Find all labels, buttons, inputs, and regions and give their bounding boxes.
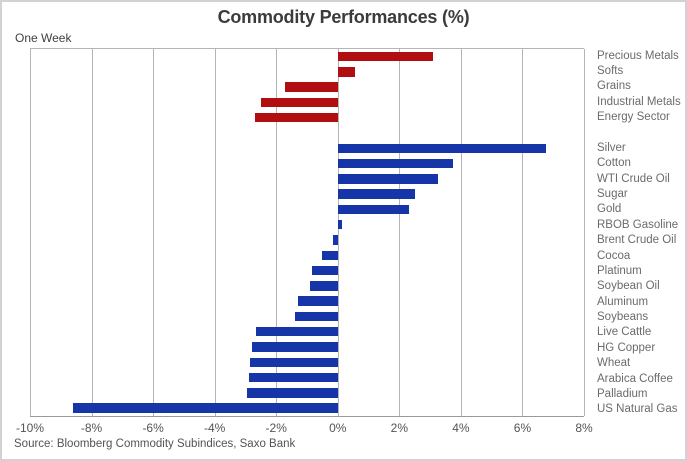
gridline bbox=[584, 49, 585, 416]
gridlines bbox=[30, 49, 585, 416]
gridline bbox=[522, 49, 524, 416]
bar-hg-copper bbox=[251, 342, 338, 352]
bar-wheat bbox=[250, 357, 338, 368]
category-label: HG Copper bbox=[597, 341, 656, 354]
x-tick-label: -8% bbox=[80, 421, 103, 435]
source-note: Source: Bloomberg Commodity Subindices, … bbox=[14, 438, 296, 450]
category-label: Soybeans bbox=[597, 311, 649, 324]
bar-precious-metals bbox=[337, 51, 434, 62]
category-label: Sugar bbox=[597, 188, 628, 201]
bar-us-natural-gas bbox=[73, 403, 338, 413]
bar-grains bbox=[285, 82, 338, 92]
gridline bbox=[399, 49, 401, 416]
bar-platinum bbox=[311, 265, 338, 276]
gridline bbox=[214, 49, 216, 416]
period-label: One Week bbox=[15, 31, 72, 45]
bar-energy-sector bbox=[254, 112, 338, 123]
bar-cotton bbox=[337, 158, 454, 169]
gridline bbox=[460, 49, 462, 416]
x-tick-label: -10% bbox=[15, 421, 45, 435]
category-label: Platinum bbox=[597, 264, 642, 277]
category-label: Aluminum bbox=[597, 295, 649, 308]
bar-sugar bbox=[337, 189, 415, 199]
bar-soybean-oil bbox=[310, 281, 338, 291]
bar-brent-crude-oil bbox=[333, 235, 338, 245]
bar-aluminum bbox=[297, 296, 338, 306]
category-label: Cocoa bbox=[597, 249, 631, 262]
bar-cocoa bbox=[322, 250, 338, 260]
category-label: Brent Crude Oil bbox=[597, 234, 677, 247]
gridline bbox=[153, 49, 155, 416]
category-labels: Precious Metals Softs Grains Industrial Met… bbox=[597, 48, 685, 417]
category-label: Cotton bbox=[597, 157, 631, 170]
category-label: Live Cattle bbox=[597, 326, 652, 339]
bar-live-cattle bbox=[256, 327, 338, 337]
bar-softs bbox=[337, 67, 355, 77]
category-label: Grains bbox=[597, 80, 631, 93]
category-label: US Natural Gas bbox=[597, 403, 678, 416]
category-label: Industrial Metals bbox=[597, 95, 681, 108]
gridline bbox=[276, 49, 278, 416]
x-tick-label: 4% bbox=[452, 421, 470, 435]
x-tick-label: -2% bbox=[265, 421, 287, 435]
bar-silver bbox=[337, 143, 546, 153]
bars-layer bbox=[30, 49, 584, 416]
x-tick-label: 0% bbox=[329, 421, 347, 435]
category-label: Softs bbox=[597, 65, 624, 78]
bar-palladium bbox=[246, 388, 338, 398]
bar-soybeans bbox=[294, 311, 338, 322]
category-label: Gold bbox=[597, 203, 622, 216]
bar-rbob-gasoline bbox=[337, 219, 343, 230]
x-tick-label: 8% bbox=[575, 421, 593, 435]
bar-wti-crude-oil bbox=[337, 174, 438, 184]
category-label: Silver bbox=[597, 141, 626, 154]
gridline bbox=[337, 49, 339, 416]
x-tick-label: 6% bbox=[513, 421, 532, 435]
bar-arabica-coffee bbox=[248, 372, 338, 383]
category-label: Soybean Oil bbox=[597, 280, 660, 293]
category-label: RBOB Gasoline bbox=[597, 218, 679, 231]
plot-area bbox=[30, 48, 585, 417]
chart-title: Commodity Performances (%) bbox=[217, 7, 470, 27]
x-tick-label: -6% bbox=[142, 421, 164, 435]
category-label: Palladium bbox=[597, 387, 648, 400]
bar-industrial-metals bbox=[260, 97, 338, 108]
bar-gold bbox=[337, 204, 409, 215]
gridline bbox=[30, 49, 31, 416]
gridline bbox=[91, 49, 93, 416]
category-label: Wheat bbox=[597, 357, 631, 370]
category-label: Precious Metals bbox=[597, 49, 679, 62]
x-tick-label: -4% bbox=[203, 421, 226, 435]
x-axis-ticks: -10% -8% -6% -4% -2% 0% 2% 4% 6% 8% bbox=[16, 421, 593, 437]
category-label: WTI Crude Oil bbox=[597, 172, 670, 185]
x-tick-label: 2% bbox=[390, 421, 408, 435]
category-label: Arabica Coffee bbox=[597, 372, 673, 385]
category-label: Energy Sector bbox=[597, 111, 670, 124]
